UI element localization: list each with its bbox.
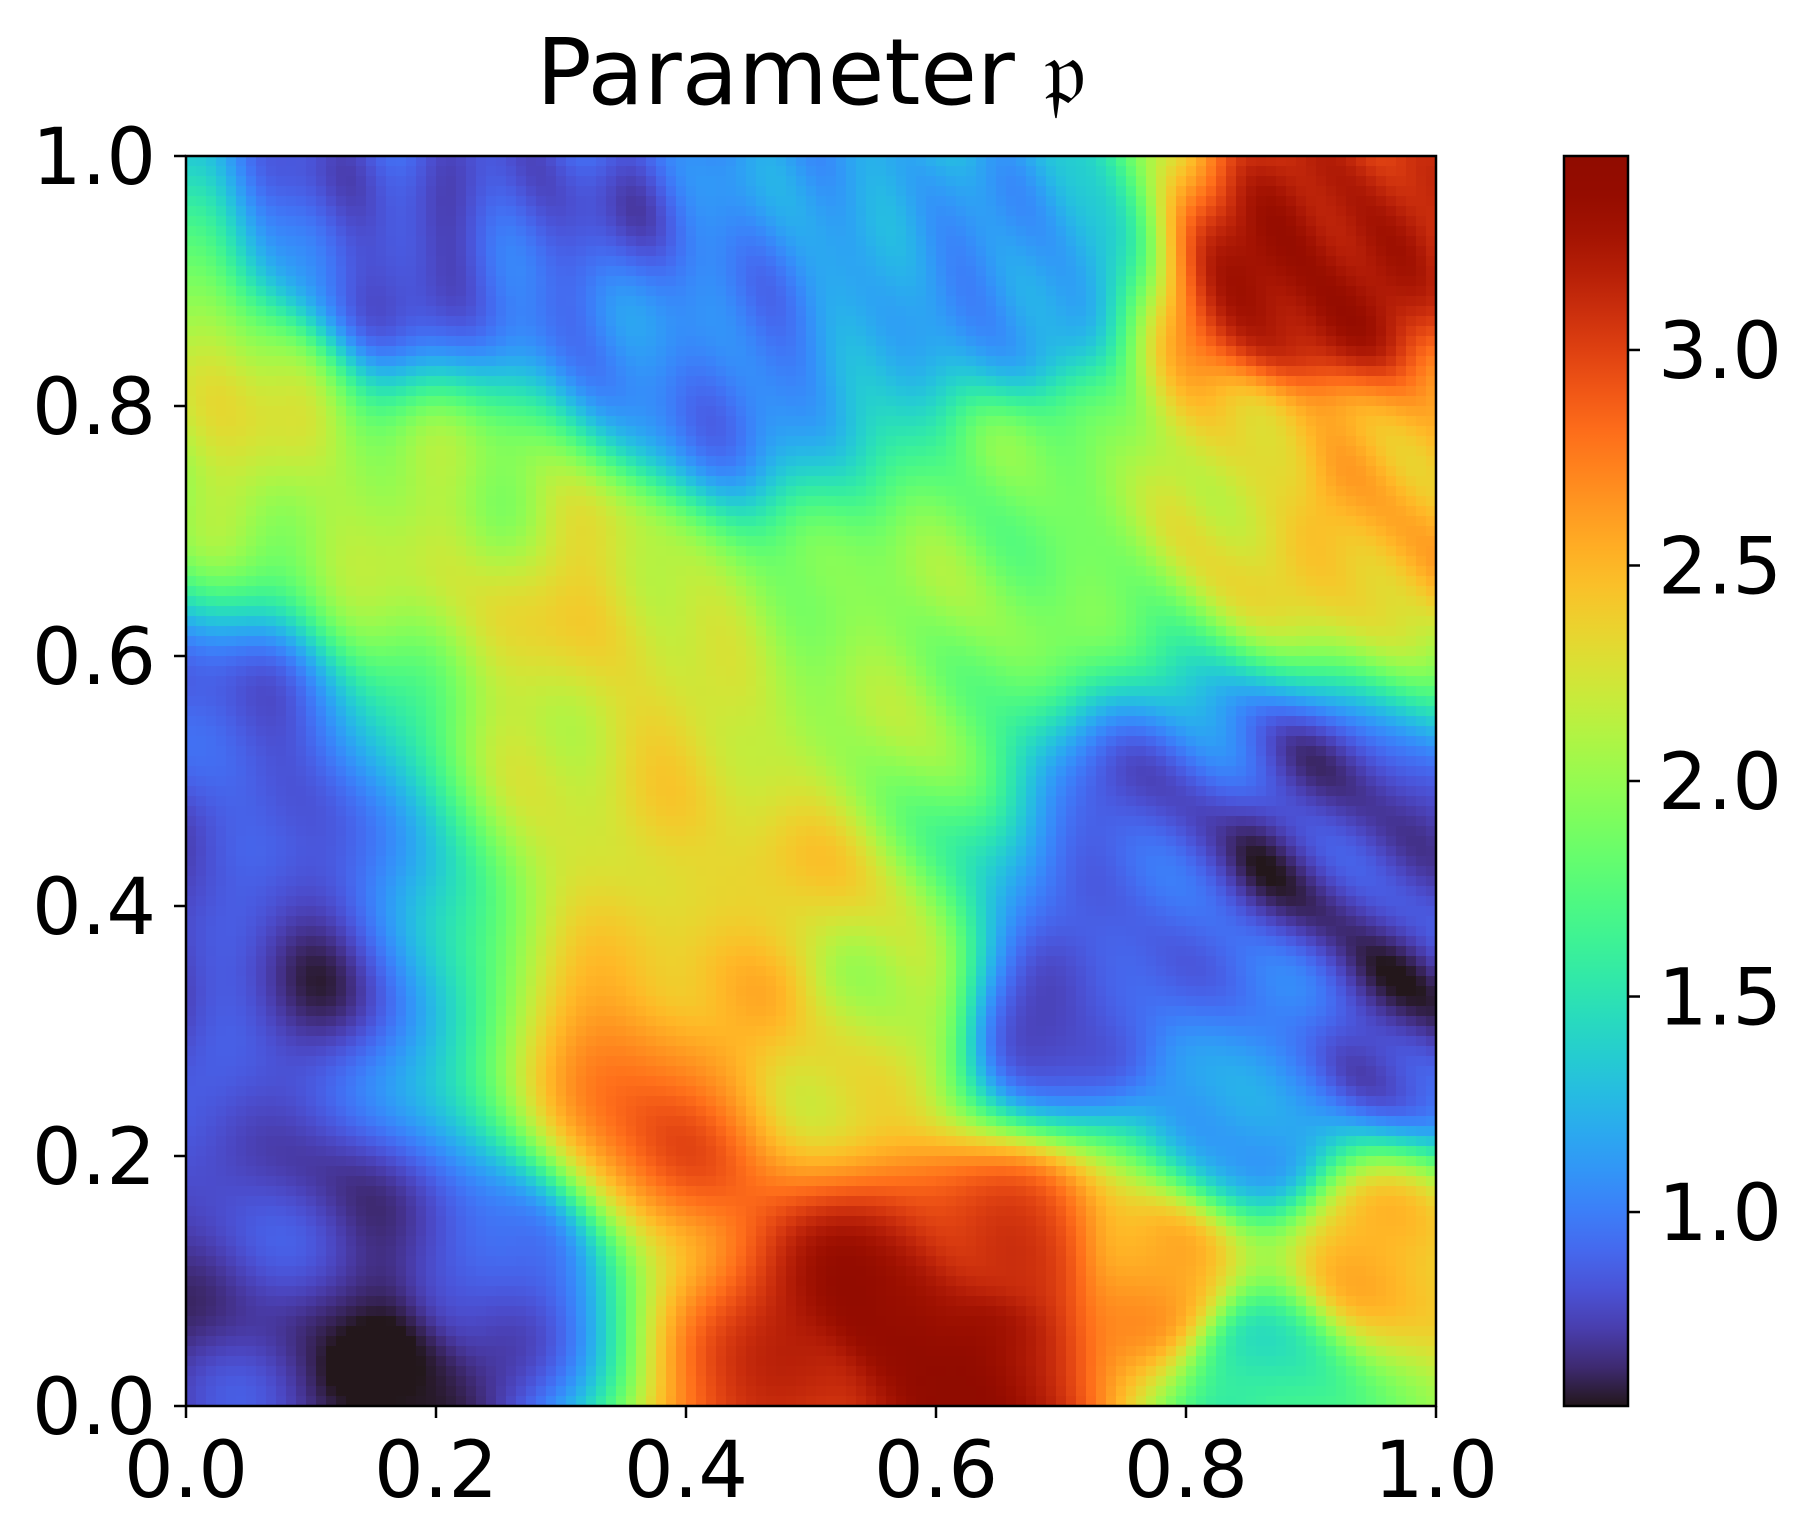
plot-frame (184, 154, 1438, 1408)
colorbar: 1.0 1.5 2.0 2.5 3.0 (1562, 154, 1782, 1408)
x-tick-label: 0.4 (624, 1426, 748, 1516)
y-tick-label: 1.0 (32, 113, 156, 203)
x-axis: 0.0 0.2 0.4 0.6 0.8 1.0 (124, 1406, 1498, 1516)
x-tick: 0.6 (874, 1406, 998, 1516)
y-tick-label: 0.2 (32, 1113, 156, 1203)
y-axis: 0.0 0.2 0.4 0.6 0.8 1.0 (32, 113, 186, 1453)
colorbar-tick-label: 1.0 (1658, 1169, 1782, 1259)
y-tick-label: 0.8 (32, 363, 156, 453)
colorbar-tick-label: 3.0 (1658, 307, 1782, 397)
x-tick: 0.0 (124, 1406, 248, 1516)
x-tick: 1.0 (1374, 1406, 1498, 1516)
x-tick-label: 1.0 (1374, 1426, 1498, 1516)
heatmap-plot-area (186, 156, 1436, 1406)
y-tick: 0.0 (32, 1363, 186, 1453)
colorbar-tick: 3.0 (1628, 307, 1782, 397)
colorbar-tick: 2.5 (1628, 522, 1782, 612)
x-tick-label: 0.0 (124, 1426, 248, 1516)
y-tick-label: 0.6 (32, 613, 156, 703)
colorbar-tick: 1.5 (1628, 954, 1782, 1044)
y-tick: 0.6 (32, 613, 186, 703)
colorbar-tick: 1.0 (1628, 1169, 1782, 1259)
x-tick-label: 0.2 (374, 1426, 498, 1516)
x-tick-label: 0.6 (874, 1426, 998, 1516)
x-tick: 0.2 (374, 1406, 498, 1516)
y-tick: 0.2 (32, 1113, 186, 1203)
x-tick-label: 0.8 (1124, 1426, 1248, 1516)
y-tick-label: 0.0 (32, 1363, 156, 1453)
colorbar-ticks: 1.0 1.5 2.0 2.5 3.0 (1628, 307, 1782, 1259)
y-tick: 1.0 (32, 113, 186, 203)
y-tick: 0.8 (32, 363, 186, 453)
chart-title: Parameter 𝔭 (536, 19, 1086, 126)
colorbar-tick-label: 2.5 (1658, 522, 1782, 612)
colorbar-tick-label: 2.0 (1658, 738, 1782, 828)
colorbar-tick-label: 1.5 (1658, 954, 1782, 1044)
heatmap-image (186, 156, 1436, 1406)
colorbar-tick: 2.0 (1628, 738, 1782, 828)
x-tick: 0.8 (1124, 1406, 1248, 1516)
y-tick: 0.4 (32, 863, 186, 953)
y-tick-label: 0.4 (32, 863, 156, 953)
colorbar-gradient (1564, 156, 1628, 1406)
x-tick: 0.4 (624, 1406, 748, 1516)
